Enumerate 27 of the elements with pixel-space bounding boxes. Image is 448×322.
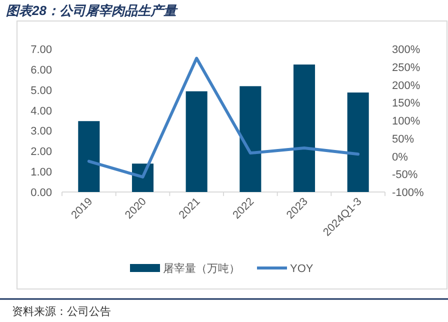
legend-label: YOY bbox=[290, 263, 314, 275]
y2-tick-label: 0% bbox=[392, 151, 408, 164]
y2-tick-label: 100% bbox=[392, 116, 420, 128]
chart-title: 图表28：公司屠宰肉品生产量 bbox=[6, 3, 178, 18]
y-tick-label: 5.00 bbox=[30, 84, 52, 97]
y-tick-label: 2.00 bbox=[30, 146, 52, 158]
bar bbox=[78, 121, 100, 192]
y2-tick-label: -50% bbox=[392, 169, 418, 182]
y-tick-label: 1.00 bbox=[30, 166, 52, 179]
y-tick-label: 7.00 bbox=[30, 44, 52, 56]
legend-label: 屠宰量（万吨） bbox=[163, 262, 240, 275]
text: 资料来源：公司公告 bbox=[12, 305, 111, 318]
bar bbox=[293, 64, 316, 192]
y-tick-label: 0.00 bbox=[30, 187, 52, 199]
y2-tick-label: 300% bbox=[392, 44, 420, 56]
y-tick-label: 4.00 bbox=[30, 105, 52, 118]
bar bbox=[347, 92, 369, 192]
y2-tick-label: 50% bbox=[392, 133, 414, 146]
bar bbox=[186, 91, 208, 192]
y2-tick-label: 250% bbox=[392, 62, 420, 74]
y-tick-label: 3.00 bbox=[30, 126, 52, 138]
y2-tick-label: 150% bbox=[392, 98, 420, 110]
y2-tick-label: 200% bbox=[392, 80, 420, 92]
line-series bbox=[87, 56, 360, 178]
y-tick-label: 6.00 bbox=[30, 64, 52, 76]
bar bbox=[240, 86, 262, 192]
y2-tick-label: -100% bbox=[392, 187, 424, 199]
